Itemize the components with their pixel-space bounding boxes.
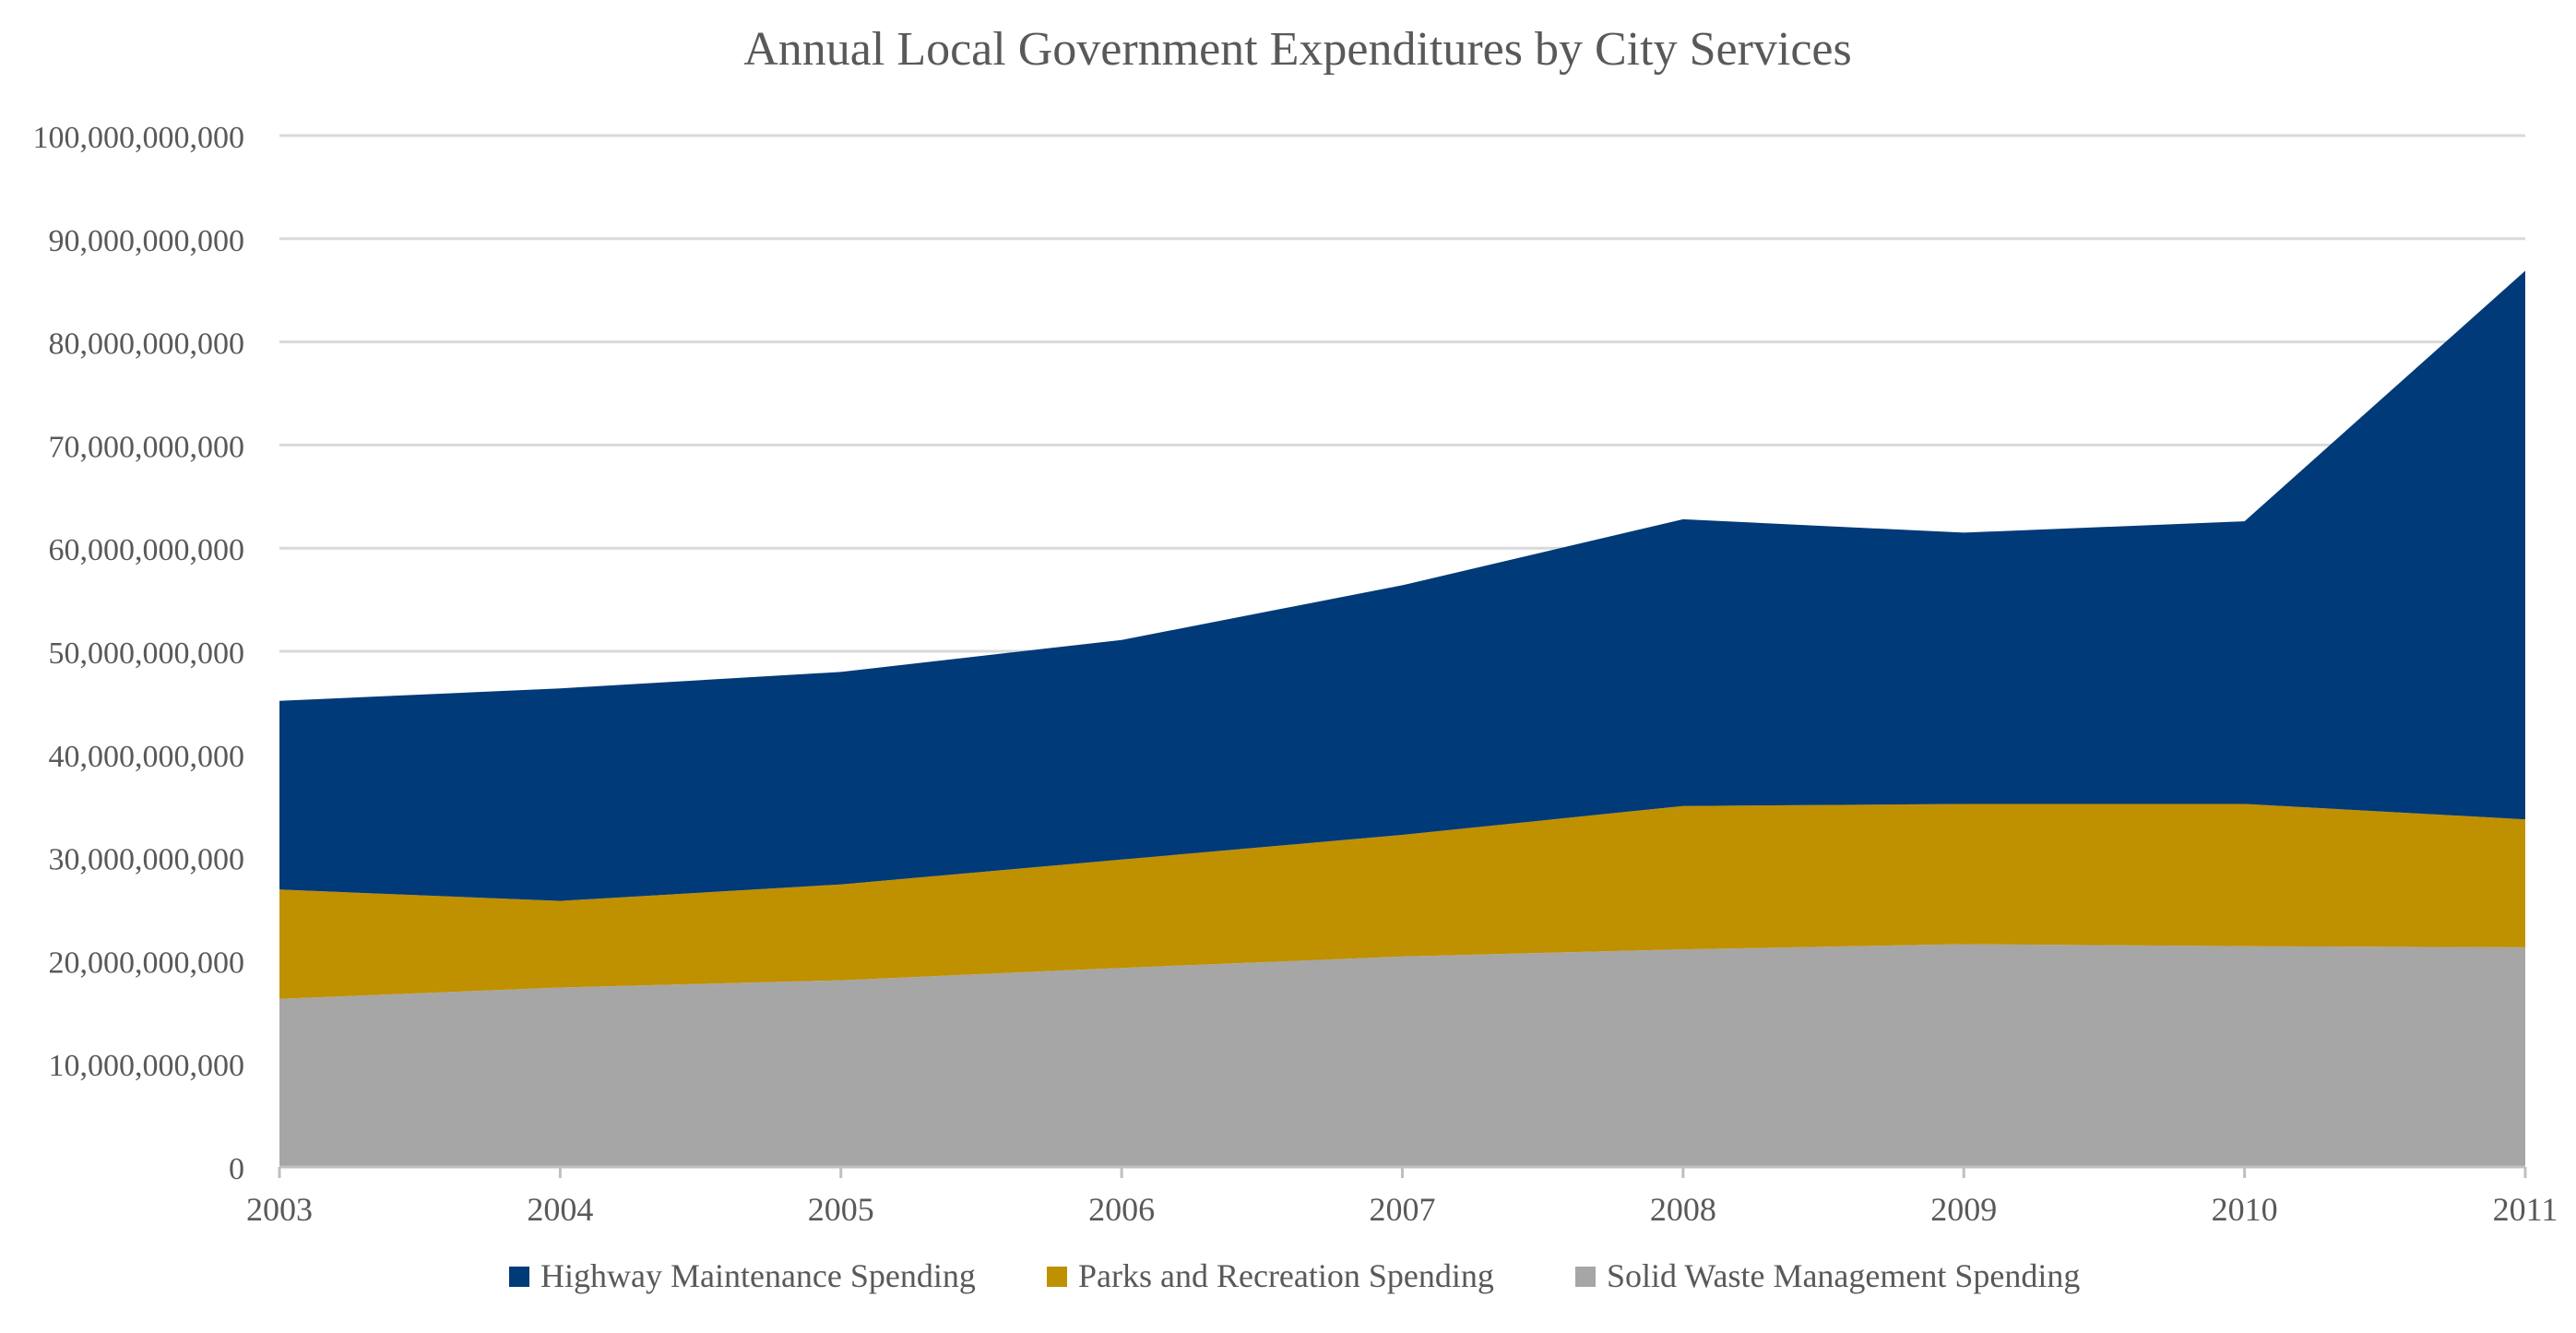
- y-tick-label: 80,000,000,000: [49, 327, 245, 362]
- chart-title: Annual Local Government Expenditures by …: [743, 23, 1851, 76]
- legend-swatch: [1575, 1267, 1596, 1287]
- x-tick-label: 2004: [527, 1191, 593, 1228]
- legend-label: Solid Waste Management Spending: [1607, 1257, 2080, 1294]
- x-tick-label: 2003: [246, 1191, 313, 1228]
- legend-item-solid-waste-management-spending: Solid Waste Management Spending: [1575, 1257, 2080, 1294]
- legend-label: Highway Maintenance Spending: [540, 1257, 976, 1294]
- x-tick-label: 2009: [1930, 1191, 1997, 1228]
- x-tick-label: 2005: [808, 1191, 874, 1228]
- y-tick-label: 50,000,000,000: [49, 637, 245, 671]
- area-solid-waste-management-spending: [279, 944, 2525, 1167]
- y-tick-label: 20,000,000,000: [49, 946, 245, 980]
- y-tick-label: 30,000,000,000: [49, 843, 245, 877]
- x-tick-label: 2010: [2212, 1191, 2278, 1228]
- area-highway-maintenance-spending: [279, 270, 2525, 901]
- area-parks-and-recreation-spending: [279, 803, 2525, 999]
- legend-swatch: [509, 1267, 529, 1287]
- y-tick-label: 40,000,000,000: [49, 740, 245, 774]
- y-tick-label: 60,000,000,000: [49, 533, 245, 567]
- y-tick-label: 90,000,000,000: [49, 224, 245, 258]
- x-tick-label: 2011: [2493, 1191, 2558, 1228]
- x-tick-label: 2006: [1088, 1191, 1155, 1228]
- x-tick-label: 2008: [1650, 1191, 1716, 1228]
- y-tick-label: 70,000,000,000: [49, 430, 245, 464]
- y-tick-label: 0: [229, 1152, 244, 1186]
- y-tick-label: 10,000,000,000: [49, 1049, 245, 1083]
- x-tick-label: 2007: [1370, 1191, 1436, 1228]
- legend-label: Parks and Recreation Spending: [1078, 1257, 1494, 1294]
- axes: 0 10,000,000,000 20,000,000,000 30,000,000,…: [33, 121, 2558, 1228]
- legend-swatch: [1047, 1267, 1067, 1287]
- area-series-group: [279, 270, 2525, 1167]
- legend-item-highway-maintenance-spending: Highway Maintenance Spending: [509, 1257, 976, 1294]
- legend: Highway Maintenance Spending Parks and Re…: [509, 1257, 2080, 1294]
- legend-item-parks-and-recreation-spending: Parks and Recreation Spending: [1047, 1257, 1494, 1294]
- y-tick-label: 100,000,000,000: [33, 121, 245, 155]
